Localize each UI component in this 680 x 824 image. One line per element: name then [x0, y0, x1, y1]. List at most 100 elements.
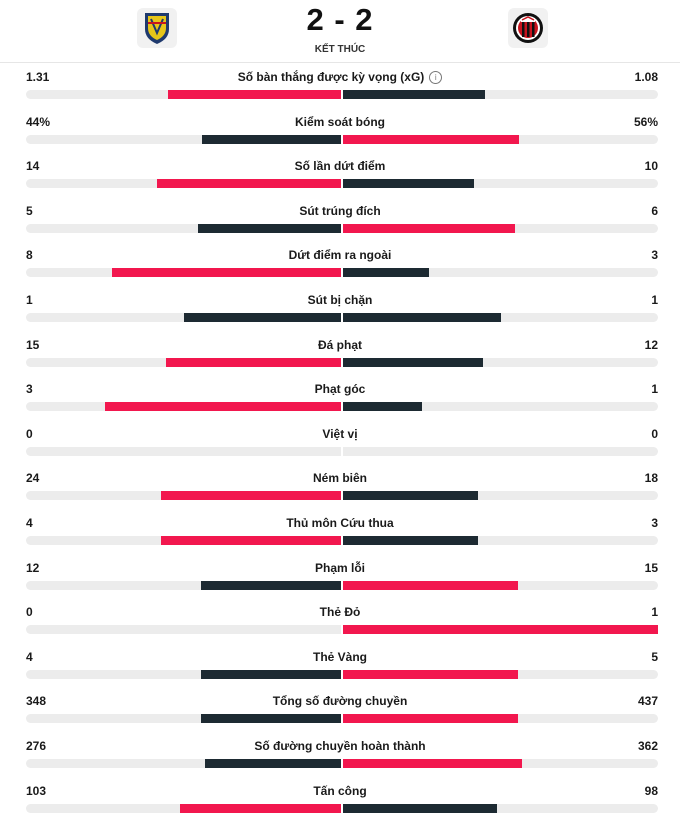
- away-stat-bar: [343, 759, 522, 768]
- away-stat-bar-track: [343, 670, 658, 679]
- stat-name: Thẻ Đỏ: [0, 605, 680, 619]
- away-stat-value: 6: [651, 204, 658, 218]
- stat-name: Sút trúng đích: [0, 204, 680, 218]
- stat-name-label: Ném biên: [313, 471, 367, 485]
- home-stat-bar: [180, 804, 341, 813]
- home-stat-bar-track: [26, 358, 341, 367]
- away-stat-value: 12: [645, 338, 658, 352]
- away-stat-bar: [343, 670, 518, 679]
- stat-name-label: Tấn công: [313, 784, 366, 798]
- stat-name-label: Thẻ Vàng: [313, 650, 367, 664]
- stat-name-label: Phạm lỗi: [315, 561, 365, 575]
- away-stat-bar: [343, 804, 497, 813]
- stat-name-label: Sút bị chặn: [308, 293, 373, 307]
- away-stat-value: 56%: [634, 115, 658, 129]
- away-team-crest[interactable]: [508, 8, 548, 48]
- home-stat-bar-track: [26, 714, 341, 723]
- stat-name: Việt vị: [0, 427, 680, 441]
- stat-name-label: Sút trúng đích: [299, 204, 380, 218]
- away-stat-value: 5: [651, 650, 658, 664]
- stat-name: Dứt điểm ra ngoài: [0, 248, 680, 262]
- stat-name-label: Tổng số đường chuyền: [273, 694, 408, 708]
- stat-name: Số bàn thắng được kỳ vọng (xG) i: [0, 70, 680, 84]
- stat-name: Tấn công: [0, 784, 680, 798]
- away-stat-value: 10: [645, 159, 658, 173]
- match-header: 2 - 2 KẾT THÚC: [0, 0, 680, 63]
- stat-name: Số đường chuyền hoàn thành: [0, 739, 680, 753]
- away-stat-value: 15: [645, 561, 658, 575]
- away-stat-bar-track: [343, 759, 658, 768]
- stat-name-label: Kiểm soát bóng: [295, 115, 385, 129]
- home-stat-bar-track: [26, 447, 341, 456]
- away-stat-bar-track: [343, 313, 658, 322]
- home-stat-bar-track: [26, 625, 341, 634]
- stat-name-label: Thẻ Đỏ: [320, 605, 361, 619]
- home-stat-bar: [161, 491, 341, 500]
- away-stat-bar: [343, 179, 474, 188]
- stat-name: Tổng số đường chuyền: [0, 694, 680, 708]
- away-stat-value: 362: [638, 739, 658, 753]
- away-stat-value: 1: [651, 382, 658, 396]
- stat-name: Sút bị chặn: [0, 293, 680, 307]
- home-stat-bar: [205, 759, 341, 768]
- home-stat-bar-track: [26, 759, 341, 768]
- stat-name: Đá phạt: [0, 338, 680, 352]
- away-stat-value: 437: [638, 694, 658, 708]
- stat-name: Kiểm soát bóng: [0, 115, 680, 129]
- home-stat-bar-track: [26, 402, 341, 411]
- home-stat-bar: [202, 135, 341, 144]
- away-stat-bar-track: [343, 491, 658, 500]
- home-stat-bar-track: [26, 491, 341, 500]
- away-stat-value: 3: [651, 248, 658, 262]
- stat-name: Ném biên: [0, 471, 680, 485]
- away-stat-value: 1.08: [635, 70, 658, 84]
- stat-name-label: Số đường chuyền hoàn thành: [254, 739, 425, 753]
- match-status: KẾT THÚC: [0, 44, 680, 55]
- home-stat-bar-track: [26, 313, 341, 322]
- home-stat-bar: [157, 179, 341, 188]
- away-stat-bar-track: [343, 179, 658, 188]
- home-stat-bar: [105, 402, 341, 411]
- away-stat-bar: [343, 714, 518, 723]
- away-stat-bar: [343, 268, 429, 277]
- away-stat-bar-track: [343, 90, 658, 99]
- home-stat-bar: [112, 268, 341, 277]
- away-stat-value: 3: [651, 516, 658, 530]
- home-stat-bar: [168, 90, 341, 99]
- home-stat-bar-track: [26, 90, 341, 99]
- away-stat-bar: [343, 224, 515, 233]
- away-stat-bar: [343, 313, 501, 322]
- ac-milan-crest-icon: [512, 12, 544, 44]
- stat-name-label: Thủ môn Cứu thua: [286, 516, 393, 530]
- away-stat-bar: [343, 402, 422, 411]
- away-stat-bar: [343, 536, 478, 545]
- home-stat-bar-track: [26, 268, 341, 277]
- home-stat-bar-track: [26, 536, 341, 545]
- home-stat-bar-track: [26, 581, 341, 590]
- stat-name: Thủ môn Cứu thua: [0, 516, 680, 530]
- away-stat-bar-track: [343, 358, 658, 367]
- stat-name-label: Số bàn thắng được kỳ vọng (xG): [238, 70, 425, 84]
- stat-name-label: Dứt điểm ra ngoài: [289, 248, 392, 262]
- home-stat-bar: [166, 358, 341, 367]
- stat-name-label: Phạt góc: [315, 382, 366, 396]
- away-stat-bar: [343, 581, 518, 590]
- stat-name: Phạm lỗi: [0, 561, 680, 575]
- info-icon[interactable]: i: [429, 71, 442, 84]
- stat-name: Phạt góc: [0, 382, 680, 396]
- away-stat-value: 1: [651, 605, 658, 619]
- away-stat-bar-track: [343, 268, 658, 277]
- stat-name-label: Đá phạt: [318, 338, 362, 352]
